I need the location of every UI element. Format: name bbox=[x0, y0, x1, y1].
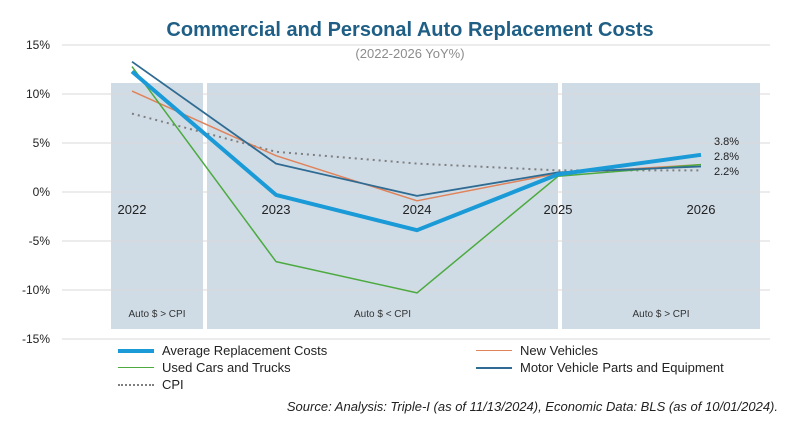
line-motor-vehicle-parts bbox=[131, 60, 702, 197]
source-note: Source: Analysis: Triple-I (as of 11/13/… bbox=[286, 399, 778, 414]
region-label: Auto $ > CPI bbox=[129, 309, 186, 320]
region-band bbox=[111, 83, 203, 329]
y-tick-label: 0% bbox=[33, 185, 51, 199]
region-band bbox=[562, 83, 760, 329]
y-tick-label: 5% bbox=[33, 136, 51, 150]
y-tick-label: 15% bbox=[26, 38, 50, 52]
y-tick-label: -15% bbox=[22, 332, 50, 346]
end-value-label: 2.2% bbox=[714, 166, 739, 178]
x-tick-label: 2025 bbox=[544, 202, 573, 217]
end-value-label: 3.8% bbox=[714, 136, 739, 148]
x-tick-label: 2024 bbox=[403, 202, 432, 217]
end-value-label: 2.8% bbox=[714, 151, 739, 163]
y-tick-label: 10% bbox=[26, 87, 50, 101]
line-average-replacement-costs bbox=[130, 69, 702, 233]
region-label: Auto $ > CPI bbox=[633, 309, 690, 320]
x-tick-label: 2026 bbox=[687, 202, 716, 217]
x-tick-label: 2023 bbox=[262, 202, 291, 217]
y-tick-label: -10% bbox=[22, 283, 50, 297]
chart-subtitle: (2022-2026 YoY%) bbox=[355, 46, 465, 61]
x-tick-label: 2022 bbox=[118, 202, 147, 217]
chart-title: Commercial and Personal Auto Replacement… bbox=[166, 19, 654, 41]
line-used-cars-and-trucks bbox=[131, 66, 702, 294]
region-band bbox=[207, 83, 558, 329]
y-tick-label: -5% bbox=[29, 234, 51, 248]
region-label: Auto $ < CPI bbox=[354, 309, 411, 320]
